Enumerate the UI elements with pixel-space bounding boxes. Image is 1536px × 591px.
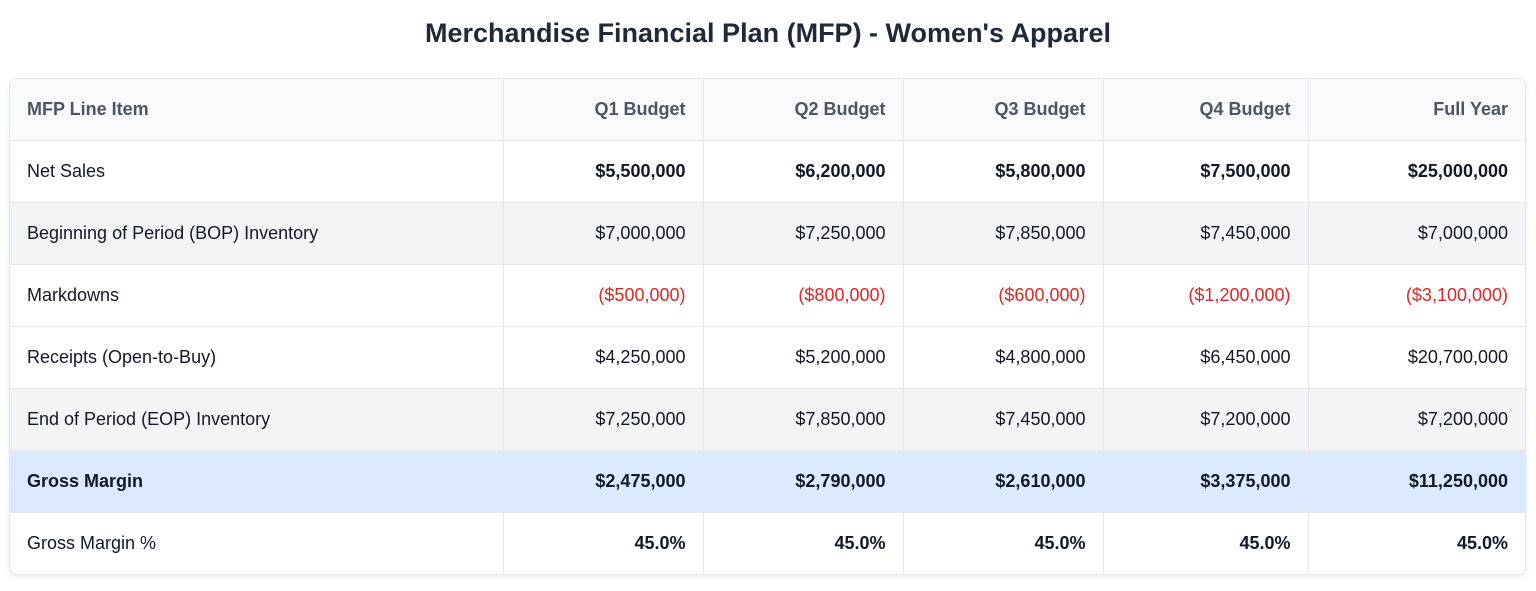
cell-value: $2,790,000 <box>703 450 904 513</box>
cell-value: $7,850,000 <box>903 202 1104 265</box>
cell-value: $25,000,000 <box>1308 140 1525 203</box>
cell-value: 45.0% <box>503 512 704 574</box>
cell-value: $6,200,000 <box>703 140 904 203</box>
cell-value: $4,250,000 <box>503 326 704 389</box>
table-row: Gross Margin $2,475,000 $2,790,000 $2,610,0… <box>10 450 1525 513</box>
page-title: Merchandise Financial Plan (MFP) - Women… <box>424 18 1112 48</box>
table-row: Beginning of Period (BOP) Inventory $7,00… <box>10 202 1525 265</box>
cell-value: $7,250,000 <box>703 202 904 265</box>
table-row: Gross Margin % 45.0% 45.0% 45.0% 45.0% 45.0% <box>10 512 1525 574</box>
cell-value: ($500,000) <box>503 264 704 327</box>
cell-value: 45.0% <box>1456 533 1508 553</box>
cell-value: $5,800,000 <box>903 140 1104 203</box>
cell-value: 45.0% <box>703 512 904 574</box>
cell-value: $7,450,000 <box>903 388 1104 451</box>
row-label: Receipts (Open-to-Buy) <box>10 326 504 389</box>
cell-value: 45.0% <box>903 512 1104 574</box>
cell-value: $7,000,000 <box>503 202 704 265</box>
table-row: End of Period (EOP) Inventory $7,250,000 $… <box>10 388 1525 451</box>
cell-value: $7,450,000 <box>1103 202 1309 265</box>
cell-value: $20,700,000 <box>1308 326 1525 389</box>
cell-value: $2,475,000 <box>503 450 704 513</box>
cell-value: $7,200,000 <box>1308 388 1525 451</box>
cell-value: $7,000,000 <box>1308 202 1525 265</box>
row-label: Beginning of Period (BOP) Inventory <box>10 202 504 265</box>
row-label: Net Sales <box>10 140 504 203</box>
row-label: Markdowns <box>10 264 504 327</box>
cell-value: ($3,100,000) <box>1308 264 1525 327</box>
column-header: Q3 Budget <box>903 79 1104 141</box>
cell-value: ($600,000) <box>903 264 1104 327</box>
cell-value: $7,200,000 <box>1103 388 1309 451</box>
row-label: Gross Margin % <box>10 512 504 574</box>
table-row: Markdowns ($500,000) ($800,000) ($600,000)(… <box>10 264 1525 327</box>
column-header: Q2 Budget <box>703 79 904 141</box>
column-header: Full Year <box>1308 79 1525 141</box>
cell-value: $2,610,000 <box>903 450 1104 513</box>
column-header: Q1 Budget <box>503 79 704 141</box>
cell-value: $6,450,000 <box>1103 326 1309 389</box>
row-label: End of Period (EOP) Inventory <box>10 388 504 451</box>
column-header: MFP Line Item <box>10 79 504 141</box>
mfp-table-container: MFP Line Item Q1 Budget Q2 Budget Q3 Budget… <box>9 78 1526 575</box>
cell-value: $4,800,000 <box>903 326 1104 389</box>
cell-value: $5,200,000 <box>703 326 904 389</box>
mfp-table: MFP Line Item Q1 Budget Q2 Budget Q3 Budget… <box>10 79 1525 574</box>
cell-value: ($1,200,000) <box>1103 264 1309 327</box>
cell-value: ($800,000) <box>703 264 904 327</box>
table-row: Receipts (Open-to-Buy) $4,250,000 $5,200,0… <box>10 326 1525 389</box>
table-row: Net Sales $5,500,000 $6,200,000 $5,800,000 $… <box>10 140 1525 203</box>
table-header-row: MFP Line Item Q1 Budget Q2 Budget Q3 Budget… <box>10 79 1525 141</box>
column-header: Q4 Budget <box>1103 79 1309 141</box>
cell-value: $3,375,000 <box>1103 450 1309 513</box>
cell-value: $7,500,000 <box>1103 140 1309 203</box>
row-label: Gross Margin <box>10 450 504 513</box>
cell-value: $11,250,000 <box>1308 450 1525 513</box>
cell-value: 45.0% <box>1103 512 1309 574</box>
cell-value: $5,500,000 <box>503 140 704 203</box>
cell-value: $7,250,000 <box>503 388 704 451</box>
cell-value: $7,850,000 <box>703 388 904 451</box>
